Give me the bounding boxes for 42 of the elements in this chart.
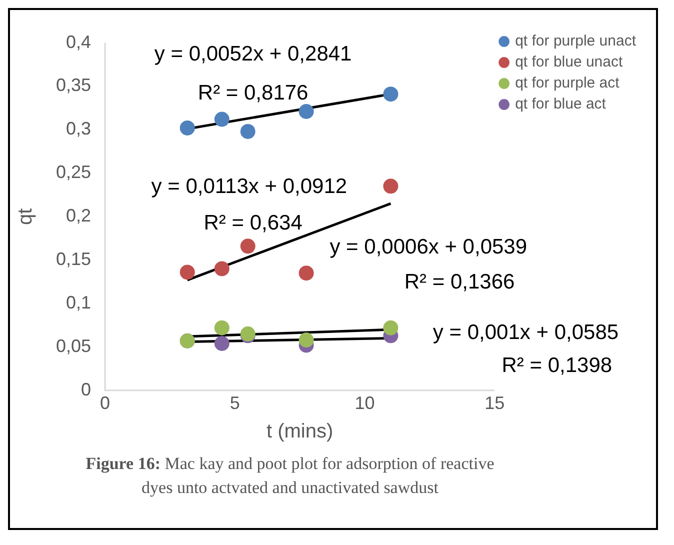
caption: Figure 16: Mac kay and poot plot for adsorption of reactive dyes unto actvated and unactivated sawdust bbox=[86, 454, 494, 497]
point bbox=[214, 261, 230, 276]
y-tick-label: 0,1 bbox=[66, 292, 92, 312]
y-tick-label: 0,15 bbox=[56, 249, 92, 270]
point bbox=[383, 320, 398, 336]
y-tick-label: 0,4 bbox=[66, 32, 92, 52]
y-tick-label: 0,35 bbox=[56, 75, 92, 96]
text: R² = 0,1398 bbox=[502, 354, 612, 377]
legend-label: qt for blue unact bbox=[515, 54, 624, 71]
point bbox=[298, 332, 314, 348]
point bbox=[240, 124, 256, 139]
annotation: R² = 0,8176 bbox=[198, 81, 308, 104]
point bbox=[214, 336, 230, 351]
legend-label: qt for purple act bbox=[515, 74, 620, 92]
legend-label: qt for purple unact bbox=[515, 32, 637, 50]
point bbox=[214, 320, 230, 336]
x-axis-title: t (mins) bbox=[266, 420, 334, 443]
x-tick-label: 0 bbox=[100, 393, 110, 414]
annotation: y = 0,001x + 0,0585 bbox=[432, 320, 619, 344]
y-tick-label: 0,2 bbox=[66, 206, 92, 226]
y-tick-label: 0,3 bbox=[66, 118, 92, 139]
point bbox=[240, 238, 256, 254]
point bbox=[180, 264, 195, 280]
legend-label: qt for blue act bbox=[515, 96, 607, 113]
annotation: R² = 0,1366 bbox=[404, 270, 515, 294]
annotation: y = 0,0052x + 0,2841 bbox=[154, 42, 352, 66]
annotation: y = 0,0113x + 0,0912 bbox=[151, 174, 348, 198]
annotation: y = 0,0006x + 0,0539 bbox=[330, 236, 528, 259]
x-tick-label: 5 bbox=[230, 393, 240, 414]
y-tick-label: 0,05 bbox=[56, 336, 92, 356]
y-tick-label: 0,25 bbox=[56, 162, 92, 182]
point bbox=[180, 120, 195, 136]
annotation: R² = 0,634 bbox=[204, 211, 303, 234]
point bbox=[383, 86, 398, 102]
x-tick-label: 15 bbox=[484, 393, 505, 414]
point bbox=[214, 112, 230, 127]
point bbox=[298, 104, 314, 119]
y-axis-title: qt bbox=[14, 208, 37, 225]
point bbox=[383, 178, 398, 194]
x-tick-label: 10 bbox=[354, 393, 375, 414]
point bbox=[298, 266, 314, 281]
y-tick-label: 0 bbox=[81, 379, 92, 400]
